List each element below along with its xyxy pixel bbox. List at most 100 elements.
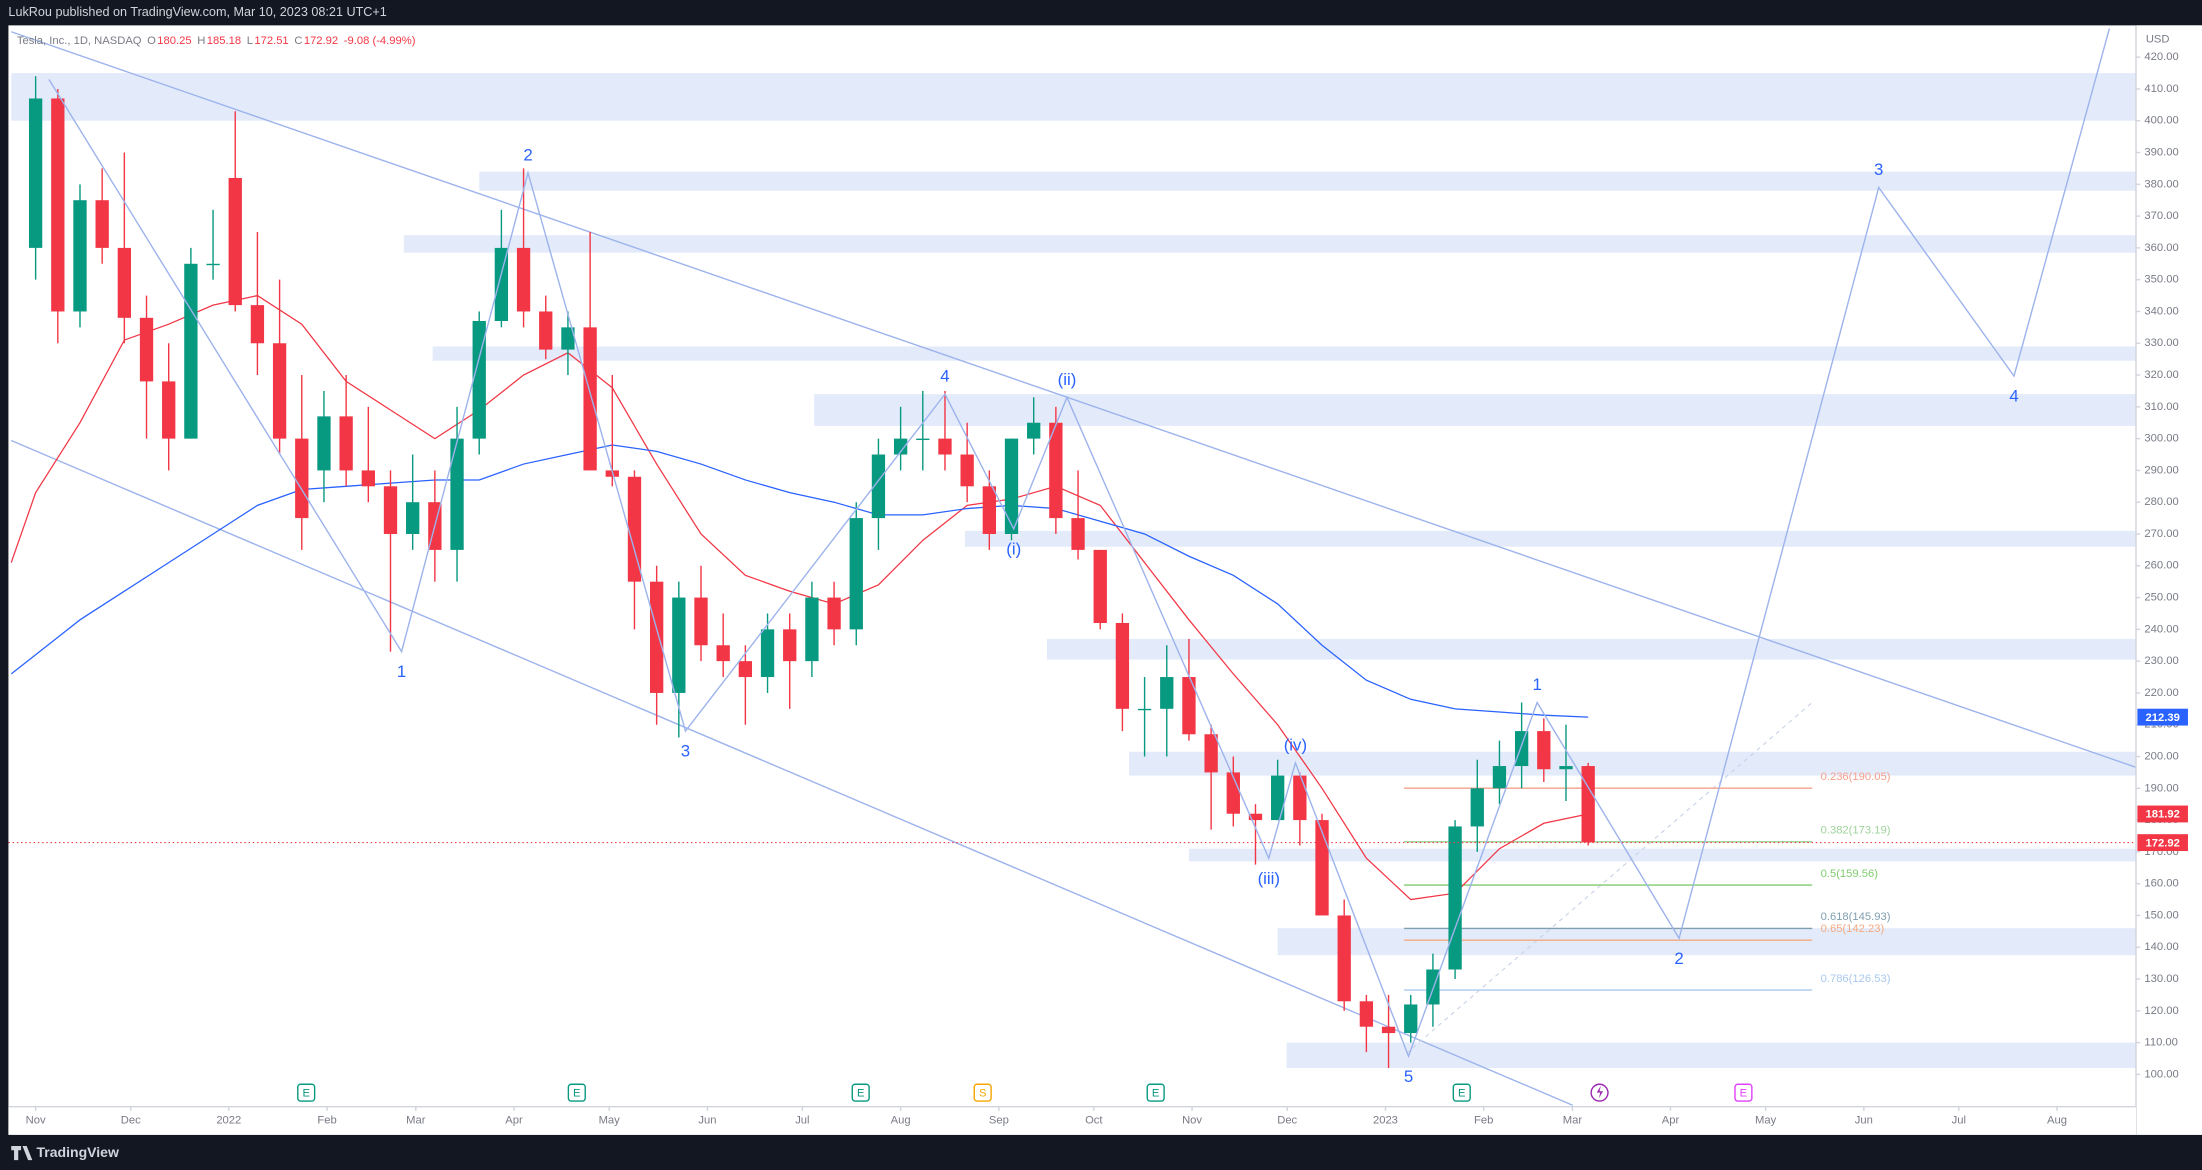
wave-label: 4: [940, 367, 949, 386]
ohlc-key: L: [247, 35, 253, 47]
candle-body: [849, 518, 863, 630]
candle-body: [1204, 734, 1218, 773]
y-tick-label: 370.00: [2144, 210, 2178, 222]
y-tick-label: 310.00: [2144, 401, 2178, 413]
candle-body: [1248, 813, 1263, 821]
candle-body: [627, 476, 642, 582]
event-label: E: [1458, 1087, 1465, 1099]
y-tick-label: 320.00: [2144, 369, 2178, 381]
y-tick-label: 220.00: [2144, 687, 2178, 699]
candle-body: [472, 321, 486, 439]
ohlc-key: C: [294, 35, 302, 47]
candle-body: [162, 381, 176, 439]
wave-path: [48, 28, 2111, 1059]
candle-body: [1381, 1026, 1396, 1034]
moving-average: [10, 444, 1589, 718]
x-tick-label: Jul: [795, 1115, 809, 1127]
candle-body: [339, 416, 353, 471]
candle-body: [51, 98, 65, 312]
x-tick-label: Aug: [891, 1115, 911, 1127]
logo-mark: [11, 1146, 33, 1161]
time-axis: [8, 1106, 2136, 1135]
ohlc-key: H: [197, 35, 205, 47]
y-tick-label: 410.00: [2144, 83, 2178, 95]
y-tick-label: 140.00: [2144, 941, 2178, 953]
x-tick-label: Oct: [1085, 1115, 1103, 1127]
candle-body: [1115, 622, 1130, 709]
y-tick-label: 190.00: [2144, 782, 2178, 794]
candle-body: [406, 502, 420, 534]
zone: [1188, 848, 2136, 862]
logo: [11, 1146, 33, 1161]
zone: [1047, 638, 2136, 660]
event-box: [567, 1083, 586, 1102]
y-tick-label: 240.00: [2144, 623, 2178, 635]
zone: [1129, 751, 2136, 776]
candle-body: [716, 645, 730, 662]
x-tick-label: Jun: [1855, 1115, 1873, 1127]
candle-body: [783, 629, 797, 662]
candle-body: [494, 247, 509, 322]
candle-body: [516, 247, 531, 312]
wave-label: (iii): [1258, 869, 1280, 888]
y-tick-label: 160.00: [2144, 878, 2178, 890]
event-label: E: [857, 1087, 864, 1099]
x-tick-label: Feb: [317, 1115, 336, 1127]
x-tick-label: Mar: [406, 1115, 426, 1127]
trendline: [11, 31, 2136, 768]
zone: [964, 530, 2136, 547]
fib-label: 0.5(159.56): [1821, 868, 1879, 880]
ohlc-value: 172.92: [304, 35, 338, 47]
currency: USD: [2146, 33, 2170, 45]
event-box: [1734, 1083, 1753, 1102]
y-tick-label: 120.00: [2144, 1005, 2178, 1017]
x-tick-label: Dec: [1277, 1115, 1297, 1127]
candle-body: [1226, 772, 1240, 814]
y-tick-label: 360.00: [2144, 242, 2178, 254]
candle-body: [827, 597, 841, 630]
trendline: [10, 439, 1573, 1106]
symbol-title: Tesla, Inc., 1D, NASDAQ: [17, 35, 142, 47]
zone: [432, 346, 2136, 361]
candle-body: [1293, 775, 1307, 821]
zone: [1277, 928, 2136, 956]
wave-label: 3: [1874, 160, 1883, 179]
candle-body: [960, 454, 974, 487]
price-label: 172.92: [2146, 837, 2180, 849]
brand: TradingView: [37, 1144, 119, 1160]
candle-body: [73, 200, 87, 312]
x-tick-label: Apr: [1662, 1115, 1680, 1127]
x-tick-label: Mar: [1563, 1115, 1583, 1127]
candle-body: [938, 438, 952, 455]
candle-body: [1404, 1004, 1418, 1034]
event-box: [1146, 1083, 1165, 1102]
price-axis: [2135, 25, 2202, 1135]
candle-body: [871, 454, 886, 519]
y-tick-label: 200.00: [2144, 750, 2178, 762]
candle-body: [1049, 422, 1063, 519]
candle-body: [694, 597, 708, 646]
x-tick-label: Feb: [1474, 1115, 1493, 1127]
x-tick-label: Jun: [698, 1115, 716, 1127]
x-tick-label: May: [1755, 1115, 1777, 1127]
y-tick-label: 420.00: [2144, 51, 2178, 63]
candle-body: [1359, 1001, 1374, 1027]
wave-label: 3: [681, 742, 690, 761]
y-tick-label: 400.00: [2144, 115, 2178, 127]
wave-label: 1: [397, 662, 406, 681]
candle-body: [295, 438, 309, 519]
candle-body: [1160, 677, 1174, 709]
y-tick-label: 150.00: [2144, 909, 2178, 921]
candle-body: [139, 317, 154, 382]
candle-body: [916, 438, 930, 441]
fib-label: 0.786(126.53): [1821, 973, 1891, 985]
candle-body: [982, 486, 996, 534]
candle-body: [250, 305, 265, 344]
y-tick-label: 260.00: [2144, 560, 2178, 572]
y-tick-label: 330.00: [2144, 337, 2178, 349]
candle-body: [450, 438, 464, 550]
candle-body: [672, 597, 686, 693]
wave-label: 2: [1674, 949, 1683, 968]
y-tick-label: 390.00: [2144, 146, 2178, 158]
candle-body: [1537, 731, 1551, 770]
